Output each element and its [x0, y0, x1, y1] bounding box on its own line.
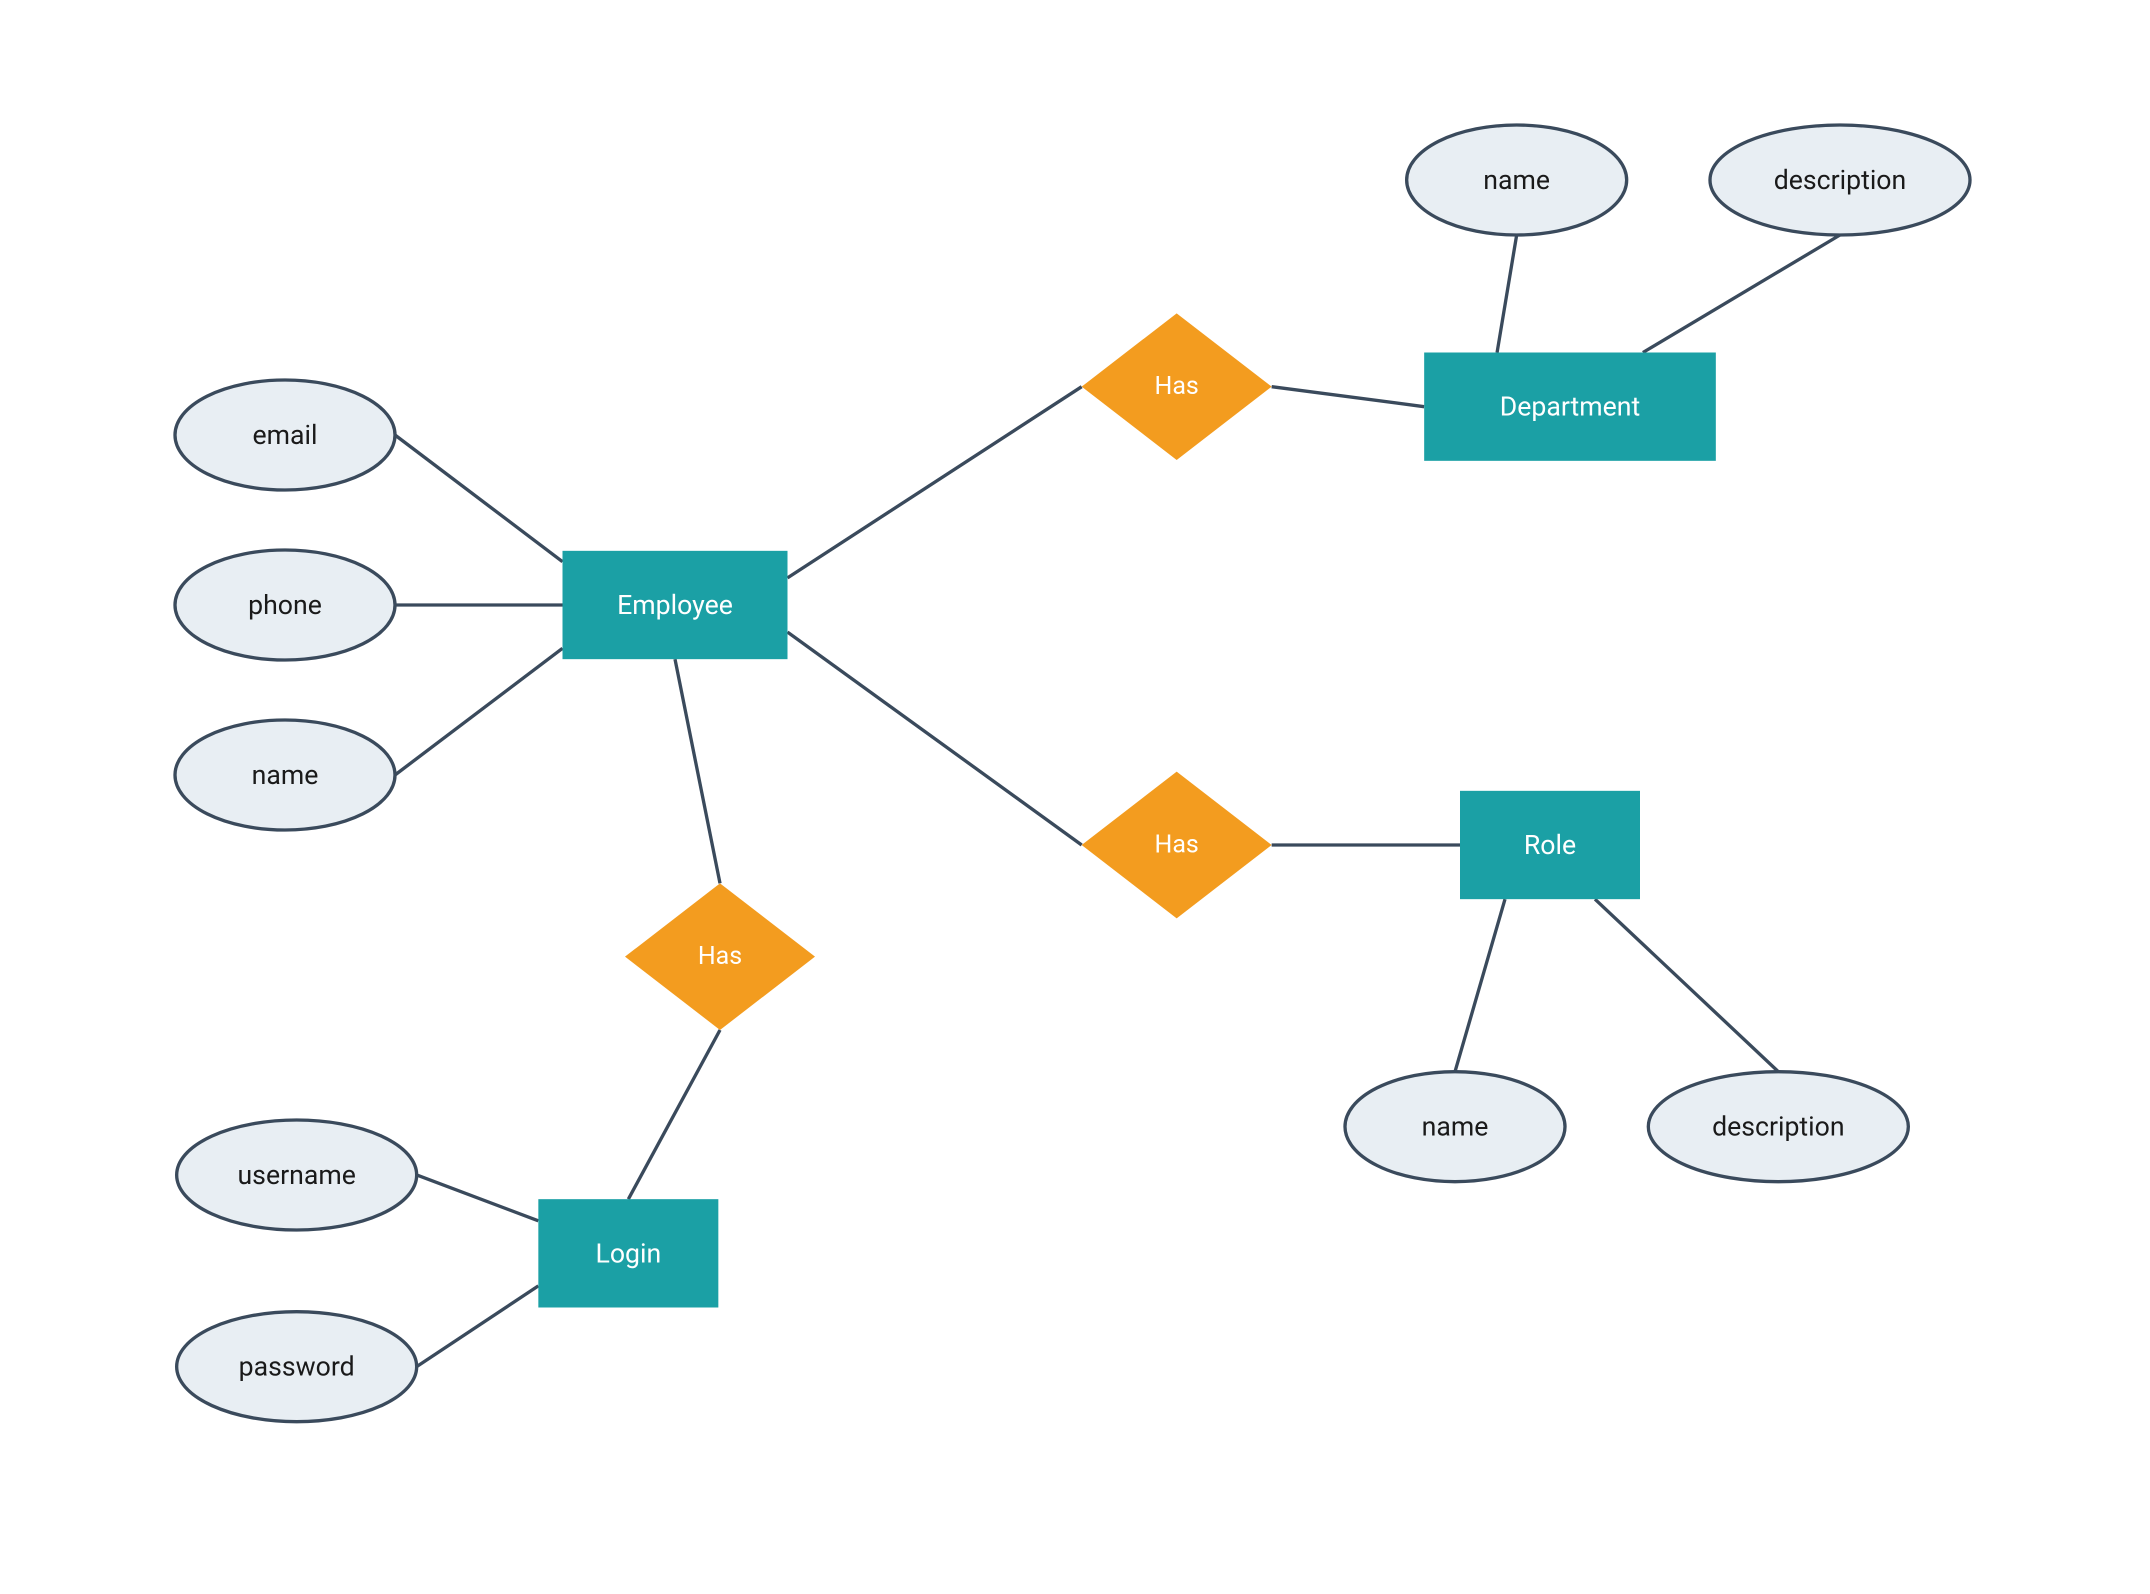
edge-employee-has_department — [788, 387, 1082, 578]
attribute-label: name — [1422, 1111, 1489, 1143]
edge-emp_name-employee — [395, 648, 562, 775]
edge-employee-has_role — [788, 632, 1082, 845]
attribute-label: password — [239, 1351, 355, 1383]
relationship-label: Has — [1155, 830, 1199, 859]
edge-role_desc-role — [1595, 899, 1778, 1071]
attribute-label: description — [1712, 1111, 1845, 1143]
attribute-label: username — [237, 1159, 355, 1191]
attribute-label: description — [1774, 164, 1906, 196]
entity-label: Employee — [617, 589, 733, 621]
relationship-label: Has — [1155, 372, 1199, 401]
entity-label: Role — [1524, 829, 1576, 861]
attribute-role_name: name — [1345, 1072, 1565, 1182]
attribute-emp_email: email — [175, 380, 395, 490]
edge-dept_desc-department — [1643, 235, 1840, 352]
relationship-has_department: Has — [1082, 313, 1272, 460]
attribute-emp_name: name — [175, 720, 395, 830]
edge-has_login-login — [628, 1030, 720, 1199]
relationship-has_role: Has — [1082, 772, 1272, 919]
edge-emp_email-employee — [395, 435, 562, 562]
attribute-label: email — [253, 419, 318, 451]
entity-label: Login — [595, 1237, 661, 1269]
attribute-label: name — [252, 759, 319, 791]
edge-login_pass-login — [417, 1286, 539, 1367]
attribute-dept_name: name — [1407, 125, 1627, 235]
attribute-login_pass: password — [177, 1312, 417, 1422]
edge-dept_name-department — [1497, 235, 1517, 352]
edge-employee-has_login — [675, 659, 720, 883]
attribute-role_desc: description — [1648, 1072, 1908, 1182]
relationship-has_login: Has — [625, 883, 815, 1030]
entity-role: Role — [1460, 791, 1640, 899]
entity-employee: Employee — [563, 551, 788, 659]
attribute-label: name — [1483, 164, 1550, 196]
attribute-emp_phone: phone — [175, 550, 395, 660]
edge-login_user-login — [417, 1175, 539, 1221]
er-diagram-canvas: email phone name username password name descri… — [0, 0, 2150, 1593]
edge-role_name-role — [1455, 899, 1505, 1071]
attribute-label: phone — [248, 589, 322, 621]
attribute-login_user: username — [177, 1120, 417, 1230]
edge-has_department-department — [1272, 387, 1424, 407]
entity-department: Department — [1424, 352, 1716, 460]
relationship-label: Has — [698, 942, 742, 971]
entity-label: Department — [1500, 391, 1640, 423]
attribute-dept_desc: description — [1710, 125, 1970, 235]
entity-login: Login — [538, 1199, 718, 1307]
